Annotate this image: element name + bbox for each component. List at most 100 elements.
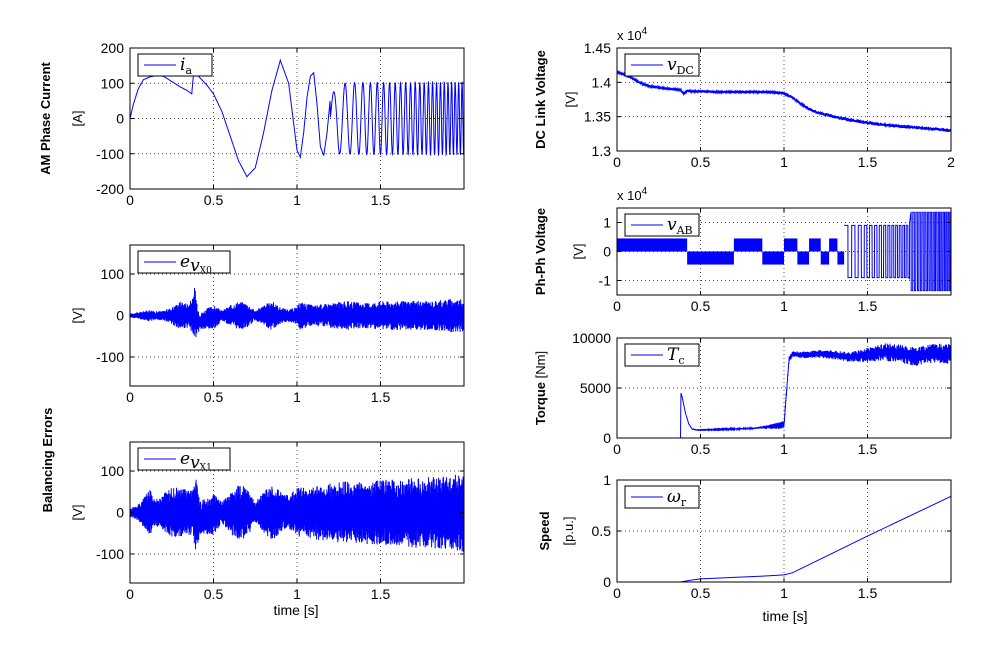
y-tick-label: -200 — [96, 181, 124, 197]
y-tick-label: 1 — [603, 215, 611, 231]
y-tick-label: 0 — [603, 244, 611, 260]
series-ev1 — [130, 474, 464, 552]
x-tick-label: 1 — [780, 585, 788, 601]
y-tick-label: 200 — [101, 40, 125, 56]
y-axis-unit: [p.u.] — [561, 517, 576, 546]
x-tick-label: 1 — [293, 586, 301, 602]
line-ev0 — [130, 287, 464, 338]
x-tick-label: 0 — [613, 585, 621, 601]
group-label-balancing-errors: Balancing Errors — [40, 408, 55, 513]
x-tick-label: 1 — [780, 298, 788, 314]
legend-box — [137, 447, 231, 471]
y-axis-unit: [V] — [70, 308, 85, 324]
legend: ia — [137, 53, 213, 77]
y-axis-title: Ph-Ph Voltage — [533, 208, 548, 295]
x-axis-label-right: time [s] — [762, 608, 807, 624]
pwm-block — [837, 251, 845, 265]
line-tc — [680, 343, 951, 438]
y-tick-label: 1 — [603, 472, 611, 488]
y-axis-title: Speed — [537, 511, 552, 550]
x-tick-label: 1 — [293, 389, 301, 405]
x-tick-label: 1.5 — [371, 192, 391, 208]
pwm-block — [762, 251, 784, 265]
y-exponent: x 104 — [617, 186, 648, 203]
x-tick-label: 1.5 — [371, 586, 391, 602]
y-tick-label: 0 — [116, 111, 124, 127]
series-vab — [617, 211, 951, 292]
x-tick-label: 1 — [780, 441, 788, 457]
y-tick-label: 1.35 — [584, 109, 611, 125]
x-tick-label: 1.5 — [371, 389, 391, 405]
y-tick-label: 1.4 — [592, 74, 612, 90]
line-vdc — [617, 70, 951, 132]
pwm-block — [617, 238, 688, 252]
y-tick-label: 0 — [116, 308, 124, 324]
x-tick-label: 1.5 — [858, 154, 878, 170]
legend-box — [137, 250, 231, 274]
y-tick-label: 1.45 — [584, 40, 611, 56]
x-tick-label: 0 — [126, 192, 134, 208]
y-tick-label: 0.5 — [592, 523, 612, 539]
y-exponent: x 104 — [617, 26, 648, 43]
y-tick-label: 100 — [101, 75, 125, 91]
y-axis-title: DC Link Voltage — [533, 50, 548, 149]
x-tick-label: 0.5 — [691, 154, 711, 170]
y-axis-unit: [A] — [70, 111, 85, 127]
y-tick-label: -100 — [96, 546, 124, 562]
y-axis-label: Torque [Nm] — [533, 351, 548, 425]
x-tick-label: 0.5 — [691, 298, 711, 314]
y-tick-label: 1.3 — [592, 143, 612, 159]
x-tick-label: 0 — [613, 441, 621, 457]
y-tick-label: -100 — [96, 349, 124, 365]
legend: evX1 — [137, 447, 231, 473]
series-vdc — [617, 70, 951, 132]
y-axis-unit: [V] — [70, 505, 85, 521]
x-tick-label: 0.5 — [691, 441, 711, 457]
legend: vDC — [624, 53, 700, 77]
legend: ωr — [624, 485, 700, 509]
x-tick-label: 1 — [780, 154, 788, 170]
y-tick-label: 0 — [603, 430, 611, 446]
x-axis-label-left: time [s] — [273, 602, 318, 618]
series-wr — [680, 495, 951, 582]
pwm-block — [820, 251, 830, 265]
panel-dc-link-voltage: 0 0.5 1 1.5 2 1.3 1.35 1.4 1.45 [V] DC Link Voltag… — [533, 26, 955, 170]
panel-speed: 0 0.5 1 1.5 0 0.5 1 [p.u.] Speed ωr — [537, 472, 952, 601]
y-tick-label: 0 — [116, 505, 124, 521]
pwm-block — [687, 251, 734, 265]
pwm-block — [829, 238, 838, 252]
y-tick-label: 100 — [101, 266, 125, 282]
x-tick-label: 0.5 — [204, 389, 224, 405]
y-axis-unit: [V] — [571, 244, 586, 260]
y-axis-title: AM Phase Current — [38, 61, 53, 174]
x-tick-label: 0.5 — [204, 192, 224, 208]
panel-balancing-error-x1: 0 0.5 1 1.5 -100 0 100 [V] evX1 — [70, 441, 465, 602]
legend: vAB — [624, 213, 700, 237]
x-tick-label: 0 — [613, 154, 621, 170]
line-vab-switching — [844, 211, 951, 292]
x-tick-label: 1 — [293, 192, 301, 208]
x-tick-label: 0.5 — [204, 586, 224, 602]
x-tick-label: 0 — [126, 389, 134, 405]
x-tick-label: 0 — [126, 586, 134, 602]
pwm-block — [797, 251, 810, 265]
y-tick-label: 10000 — [572, 330, 611, 346]
x-tick-label: 1.5 — [858, 298, 878, 314]
line-ia — [130, 58, 464, 178]
x-tick-label: 1.5 — [858, 441, 878, 457]
y-tick-label: -1 — [599, 273, 612, 289]
legend: evX0 — [137, 250, 231, 276]
series-ev0 — [130, 287, 464, 338]
line-ev1 — [130, 474, 464, 552]
series-tc — [680, 343, 951, 438]
panel-balancing-error-x0: 0 0.5 1 1.5 -100 0 100 [V] evX0 — [70, 244, 465, 405]
pwm-block — [733, 238, 763, 252]
y-tick-label: -100 — [96, 146, 124, 162]
panel-torque: 0 0.5 1 1.5 0 5000 10000 Torque [Nm] Tc — [533, 330, 952, 457]
legend: Tc — [624, 343, 700, 367]
panel-am-phase-current: 0 0.5 1 1.5 -200 -100 0 100 200 [A] AM Phase Curre… — [38, 40, 465, 208]
x-tick-label: 2 — [947, 154, 955, 170]
line-wr — [680, 495, 951, 582]
